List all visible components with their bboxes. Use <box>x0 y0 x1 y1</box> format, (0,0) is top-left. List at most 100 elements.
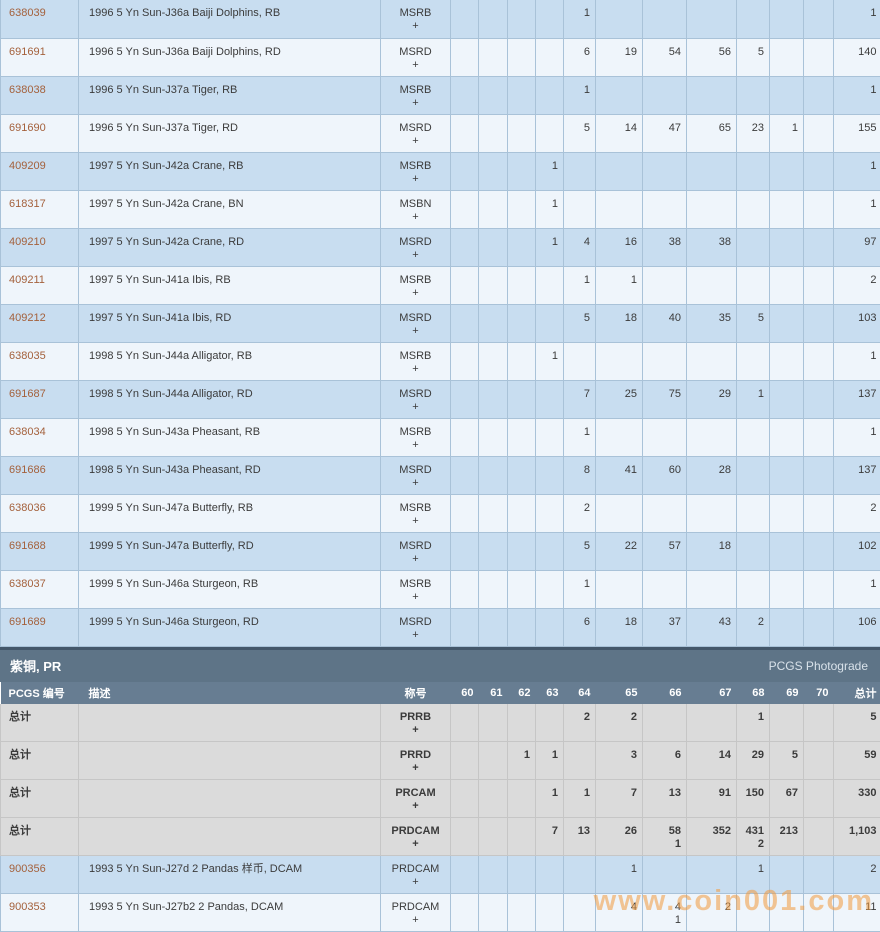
grade-70-cell <box>804 266 834 304</box>
grade-63-cell <box>536 266 564 304</box>
plus-grade-label: + <box>386 325 445 338</box>
description-cell: 1993 5 Yn Sun-J27d 2 Pandas 样币, DCAM <box>79 856 381 894</box>
grade-70-cell <box>804 704 834 742</box>
grade-65-cell <box>596 76 643 114</box>
designation-label: MSRD <box>386 236 445 249</box>
pr-section-title: 紫铜, PR <box>10 656 61 675</box>
grade-69-cell <box>770 190 804 228</box>
grade-65-cell: 41 <box>596 456 643 494</box>
grade-60-cell <box>451 608 479 646</box>
grade-63-cell <box>536 608 564 646</box>
grade-68-cell: 1 <box>737 704 770 742</box>
row-total-cell: 1 <box>834 190 880 228</box>
pcgs-number-link[interactable]: 691688 <box>9 540 46 552</box>
designation-cell: PRDCAM+ <box>381 818 451 856</box>
row-total-cell: 103 <box>834 304 880 342</box>
pcgs-number-link[interactable]: 409210 <box>9 236 46 248</box>
grade-60-cell <box>451 266 479 304</box>
plus-grade-label: + <box>386 591 445 604</box>
grade-70-cell <box>804 570 834 608</box>
grade-60-cell <box>451 38 479 76</box>
grade-69-cell: 1 <box>770 114 804 152</box>
pcgs-number-link[interactable]: 691691 <box>9 46 46 58</box>
pcgs-number-link[interactable]: 691687 <box>9 388 46 400</box>
plus-grade-label: + <box>386 762 445 775</box>
pcgs-number-link[interactable]: 618317 <box>9 198 46 210</box>
pcgs-number-link[interactable]: 638038 <box>9 84 46 96</box>
grade-62-cell <box>508 76 536 114</box>
designation-label: MSRD <box>386 122 445 135</box>
grade-70-cell <box>804 342 834 380</box>
grade-66-cell: 13 <box>643 780 687 818</box>
column-header-66: 66 <box>643 682 687 704</box>
grade-60-cell <box>451 418 479 456</box>
pcgs-number-link[interactable]: 691690 <box>9 122 46 134</box>
designation-cell: MSRB+ <box>381 266 451 304</box>
grade-66-cell <box>643 0 687 38</box>
pcgs-number-cell: 638038 <box>1 76 79 114</box>
grade-70-cell <box>804 818 834 856</box>
description-cell <box>79 704 381 742</box>
grade-65-cell: 7 <box>596 780 643 818</box>
grade-67-cell: 29 <box>687 380 737 418</box>
grade-66-cell <box>643 152 687 190</box>
pcgs-number-link[interactable]: 691686 <box>9 464 46 476</box>
pcgs-number-link[interactable]: 691689 <box>9 616 46 628</box>
designation-cell: MSRD+ <box>381 38 451 76</box>
grade-65-cell: 16 <box>596 228 643 266</box>
grade-69-cell <box>770 0 804 38</box>
grade-61-cell <box>479 380 508 418</box>
plus-grade-label: + <box>386 553 445 566</box>
grade-70-cell <box>804 780 834 818</box>
pcgs-number-link[interactable]: 638035 <box>9 350 46 362</box>
pcgs-number-link[interactable]: 638036 <box>9 502 46 514</box>
grade-63-cell <box>536 418 564 456</box>
description-cell <box>79 780 381 818</box>
pcgs-number-link[interactable]: 638034 <box>9 426 46 438</box>
grade-62-cell <box>508 114 536 152</box>
pcgs-number-link[interactable]: 409211 <box>9 274 45 286</box>
row-total-cell: 11 <box>834 894 880 932</box>
grade-63-cell: 1 <box>536 780 564 818</box>
grade-63-cell: 1 <box>536 228 564 266</box>
grade-61-cell <box>479 0 508 38</box>
grade-70-cell <box>804 894 834 932</box>
pcgs-number-link[interactable]: 409209 <box>9 160 46 172</box>
pcgs-number-cell: 900353 <box>1 894 79 932</box>
row-total-cell: 137 <box>834 456 880 494</box>
grade-68-cell <box>737 456 770 494</box>
pcgs-number-link[interactable]: 638037 <box>9 578 46 590</box>
pcgs-number-link[interactable]: 409212 <box>9 312 46 324</box>
grade-66-cell <box>643 418 687 456</box>
pcgs-number-link[interactable]: 900356 <box>9 863 46 875</box>
pcgs-number-link[interactable]: 638039 <box>9 7 46 19</box>
grade-67-cell: 91 <box>687 780 737 818</box>
grade-61-cell <box>479 742 508 780</box>
grade-62-cell <box>508 608 536 646</box>
row-total-cell: 140 <box>834 38 880 76</box>
designation-cell: PRRD+ <box>381 742 451 780</box>
designation-cell: MSRB+ <box>381 0 451 38</box>
grade-62-cell <box>508 456 536 494</box>
grade-62-cell <box>508 818 536 856</box>
grade-67-cell <box>687 704 737 742</box>
grade-67-cell: 2 <box>687 894 737 932</box>
pcgs-number-cell: 638037 <box>1 570 79 608</box>
pcgs-number-cell: 691686 <box>1 456 79 494</box>
grade-70-cell <box>804 228 834 266</box>
grade-66-cell <box>643 494 687 532</box>
grade-60-cell <box>451 0 479 38</box>
pr-section-header: 紫铜, PR PCGS Photograde <box>0 647 880 682</box>
pcgs-number-link[interactable]: 900353 <box>9 901 46 913</box>
table-row: 900356 1993 5 Yn Sun-J27d 2 Pandas 样币, DC… <box>1 856 880 894</box>
grade-68-cell: 431 2 <box>737 818 770 856</box>
row-total-cell: 5 <box>834 704 880 742</box>
pcgs-photograde-link[interactable]: PCGS Photograde <box>769 659 868 673</box>
grade-68-cell: 2 <box>737 608 770 646</box>
